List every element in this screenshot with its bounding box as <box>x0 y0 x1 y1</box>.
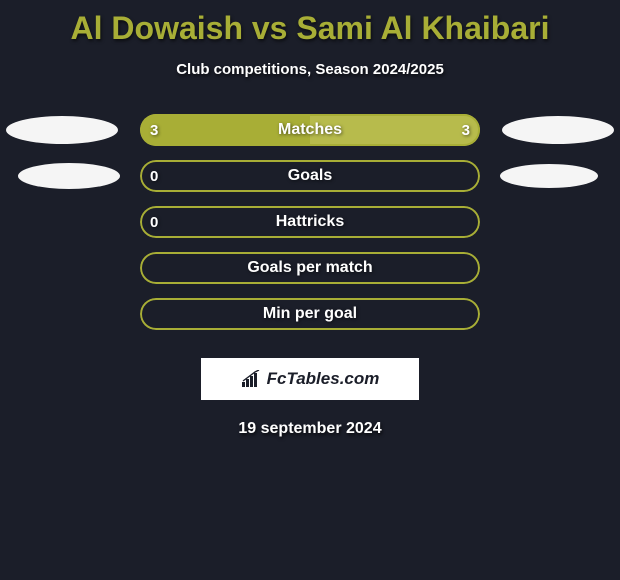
page-title: Al Dowaish vs Sami Al Khaibari <box>0 0 620 47</box>
attribution-badge: FcTables.com <box>201 358 419 400</box>
stat-row: Goals per match <box>0 252 620 284</box>
stat-row: 0Hattricks <box>0 206 620 238</box>
stat-label: Goals per match <box>140 252 480 284</box>
player-right-oval <box>502 116 614 144</box>
stat-bar: 33Matches <box>140 114 480 146</box>
stat-row: 0Goals <box>0 160 620 192</box>
stat-label: Goals <box>140 160 480 192</box>
player-right-oval <box>500 164 598 188</box>
stat-label: Matches <box>140 114 480 146</box>
stat-bar: Goals per match <box>140 252 480 284</box>
chart-icon <box>241 370 263 388</box>
stat-row: Min per goal <box>0 298 620 330</box>
stat-bar: Min per goal <box>140 298 480 330</box>
stat-row: 33Matches <box>0 114 620 146</box>
subtitle: Club competitions, Season 2024/2025 <box>0 61 620 78</box>
stat-bar: 0Hattricks <box>140 206 480 238</box>
stat-bar: 0Goals <box>140 160 480 192</box>
attribution-text: FcTables.com <box>267 369 380 389</box>
date-text: 19 september 2024 <box>0 420 620 438</box>
stat-label: Min per goal <box>140 298 480 330</box>
player-left-oval <box>18 163 120 189</box>
stat-label: Hattricks <box>140 206 480 238</box>
player-left-oval <box>6 116 118 144</box>
stat-rows: 33Matches 0Goals 0Hattricks Goals per match… <box>0 114 620 330</box>
